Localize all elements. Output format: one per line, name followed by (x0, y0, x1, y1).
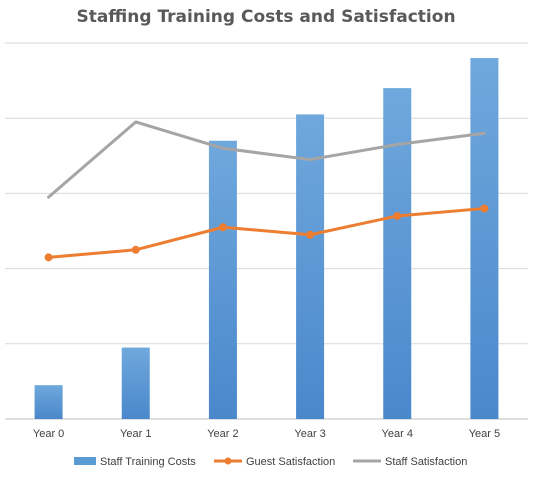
bar-series (34, 58, 499, 420)
bar-year-3 (296, 114, 325, 419)
legend: Staff Training Costs Guest Satisfaction St… (74, 456, 467, 468)
guest-satisfaction-point (218, 223, 227, 232)
legend-swatch-staff-training-costs (74, 457, 96, 465)
guest-satisfaction-point (44, 253, 53, 262)
guest-satisfaction-point (306, 230, 315, 239)
guest-satisfaction-point (480, 204, 489, 213)
chart-title: Staffing Training Costs and Satisfaction (76, 7, 455, 27)
bar-year-4 (383, 88, 412, 420)
staff-satisfaction-line (47, 120, 486, 199)
bar-year-5 (470, 58, 499, 419)
gridlines (5, 42, 528, 420)
bar-year-2 (208, 140, 237, 419)
x-axis-ticks: Year 0 Year 1 Year 2 Year 3 Year 4 Year 5 (33, 428, 500, 440)
x-tick-label: Year 1 (120, 428, 151, 440)
bar-year-0 (34, 385, 63, 419)
x-tick-label: Year 2 (207, 428, 238, 440)
x-tick-label: Year 3 (294, 428, 325, 440)
guest-satisfaction-point (131, 245, 140, 254)
legend-label-staff-training-costs: Staff Training Costs (100, 456, 196, 468)
x-tick-label: Year 5 (469, 428, 500, 440)
x-tick-label: Year 4 (382, 428, 413, 440)
legend-marker-guest-satisfaction (224, 457, 232, 465)
guest-satisfaction-point (393, 211, 402, 220)
guest-satisfaction-line (47, 206, 486, 259)
bar-year-1 (121, 347, 150, 419)
legend-label-guest-satisfaction: Guest Satisfaction (246, 456, 335, 468)
legend-label-staff-satisfaction: Staff Satisfaction (385, 456, 467, 468)
x-tick-label: Year 0 (33, 428, 64, 440)
line-series (44, 120, 489, 262)
